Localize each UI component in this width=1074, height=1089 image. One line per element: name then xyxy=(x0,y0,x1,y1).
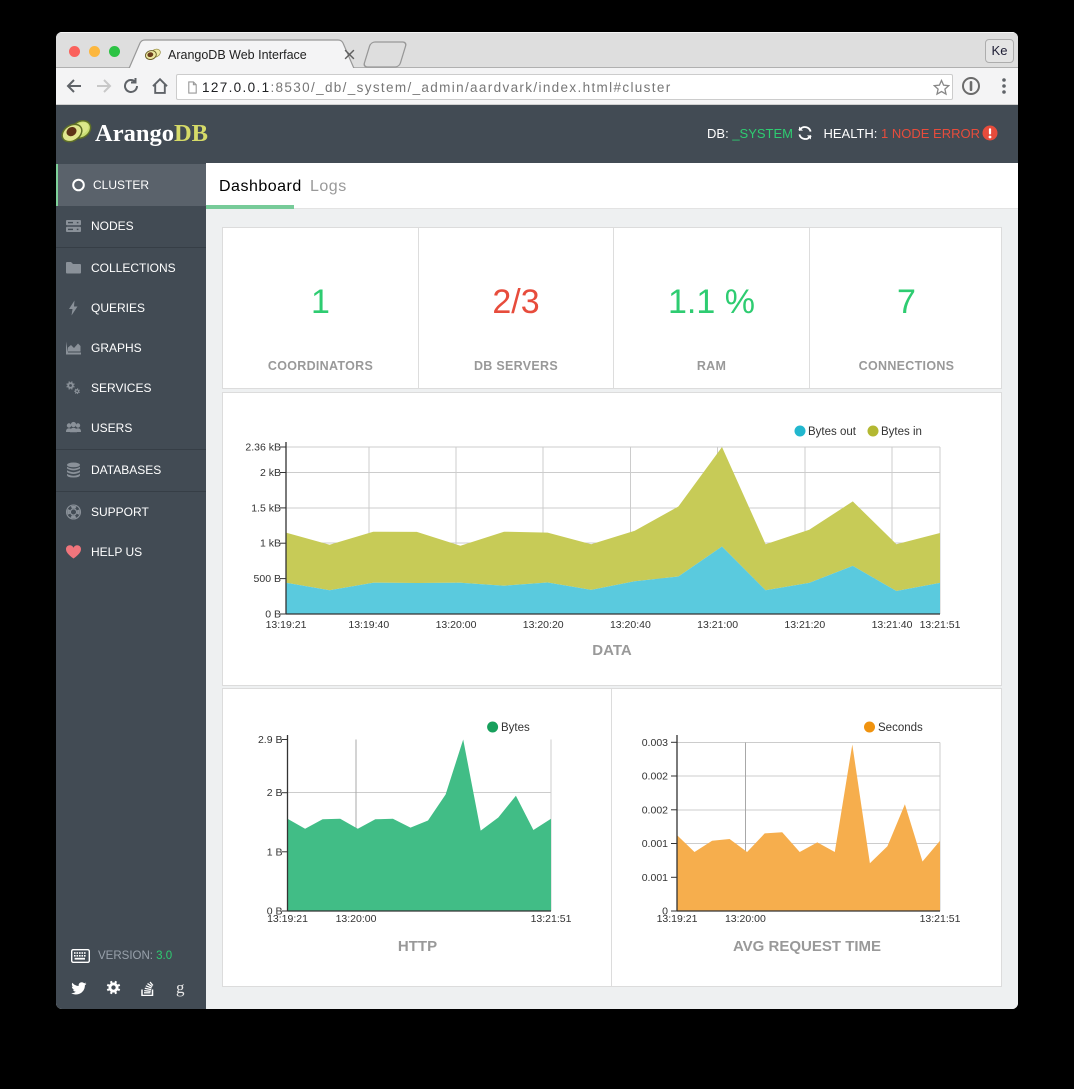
svg-text:Bytes in: Bytes in xyxy=(881,426,922,438)
svg-text:13:19:21: 13:19:21 xyxy=(657,913,698,925)
svg-text:13:19:21: 13:19:21 xyxy=(267,913,308,925)
svg-text:2.9 B: 2.9 B xyxy=(258,734,283,746)
svg-text:13:21:51: 13:21:51 xyxy=(920,619,961,631)
svg-text:2.36 kB: 2.36 kB xyxy=(245,442,281,454)
svg-text:0: 0 xyxy=(662,906,668,918)
svg-text:Bytes: Bytes xyxy=(501,722,530,734)
svg-text:13:20:20: 13:20:20 xyxy=(523,619,564,631)
svg-text:0 B: 0 B xyxy=(265,609,281,621)
svg-text:13:19:40: 13:19:40 xyxy=(348,619,389,631)
svg-text:13:21:00: 13:21:00 xyxy=(697,619,738,631)
svg-text:0.002: 0.002 xyxy=(642,771,668,783)
svg-text:500 B: 500 B xyxy=(254,573,281,585)
svg-text:HTTP: HTTP xyxy=(398,938,437,955)
svg-text:1.5 kB: 1.5 kB xyxy=(251,502,281,514)
svg-text:0.002: 0.002 xyxy=(642,804,668,816)
svg-text:13:21:51: 13:21:51 xyxy=(531,913,572,925)
svg-text:0.001: 0.001 xyxy=(642,872,668,884)
svg-text:13:19:21: 13:19:21 xyxy=(266,619,307,631)
svg-text:DATA: DATA xyxy=(592,642,632,659)
svg-text:0.001: 0.001 xyxy=(642,838,668,850)
svg-text:0 B: 0 B xyxy=(267,906,283,918)
svg-text:2 kB: 2 kB xyxy=(260,467,281,479)
svg-text:1 B: 1 B xyxy=(267,846,283,858)
svg-text:13:21:20: 13:21:20 xyxy=(784,619,825,631)
svg-text:13:20:00: 13:20:00 xyxy=(336,913,377,925)
svg-text:13:21:51: 13:21:51 xyxy=(920,913,961,925)
svg-text:13:20:40: 13:20:40 xyxy=(610,619,651,631)
svg-text:0.003: 0.003 xyxy=(642,737,668,749)
svg-text:Bytes out: Bytes out xyxy=(808,426,857,438)
svg-text:13:20:00: 13:20:00 xyxy=(725,913,766,925)
svg-text:AVG REQUEST TIME: AVG REQUEST TIME xyxy=(733,938,881,955)
svg-text:Seconds: Seconds xyxy=(878,722,923,734)
svg-text:13:21:40: 13:21:40 xyxy=(872,619,913,631)
svg-text:2 B: 2 B xyxy=(267,787,283,799)
svg-text:13:20:00: 13:20:00 xyxy=(436,619,477,631)
svg-text:1 kB: 1 kB xyxy=(260,538,281,550)
